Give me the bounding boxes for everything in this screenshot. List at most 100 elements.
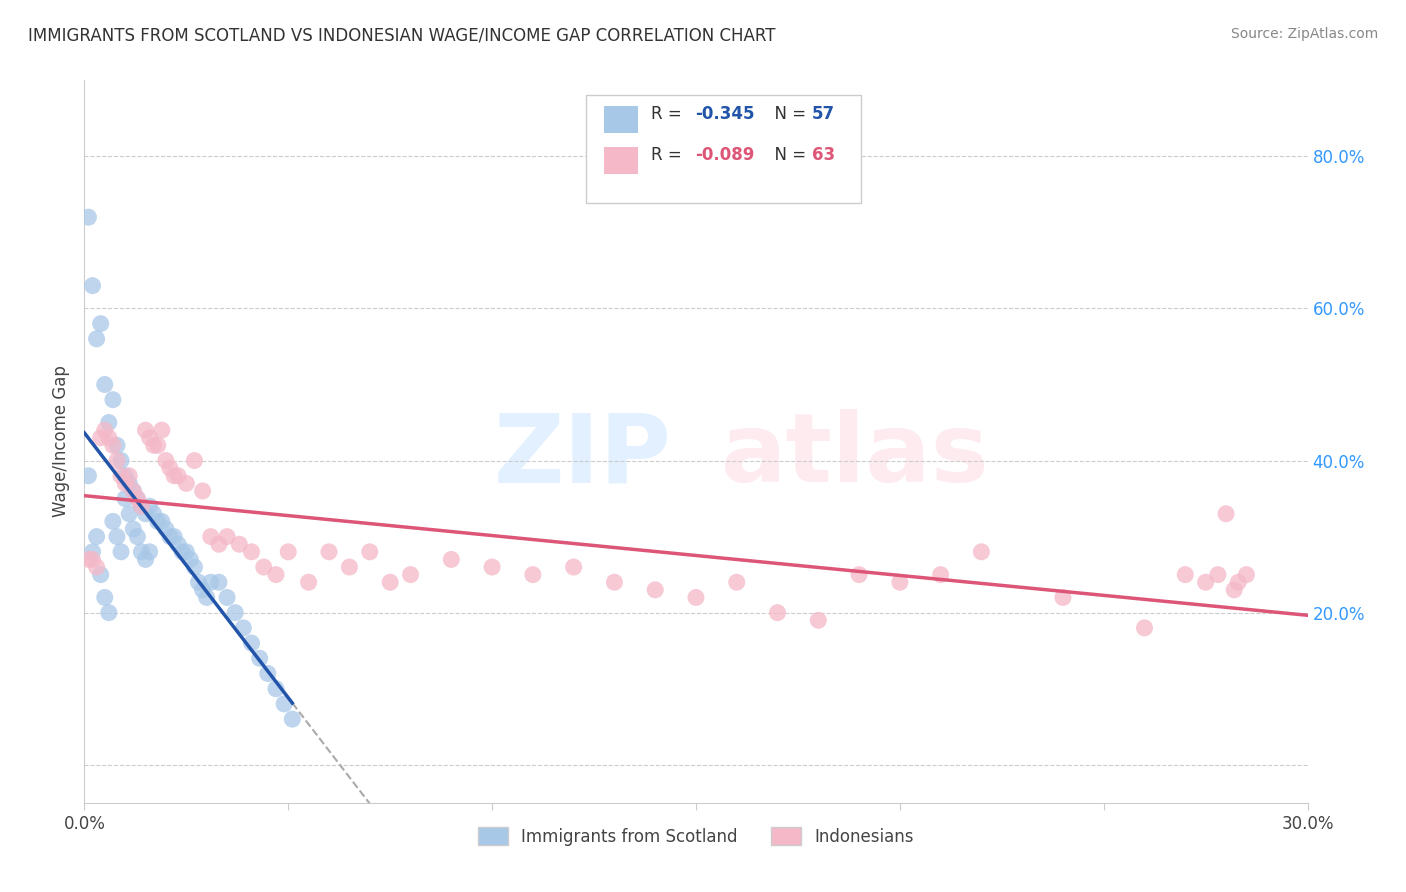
Point (101, 392, 124, 407)
Point (110, 545, 132, 559)
Y-axis label: Wage/Income Gap: Wage/Income Gap (52, 366, 70, 517)
Text: N =: N = (765, 105, 811, 123)
Point (114, 476, 136, 491)
Point (105, 438, 128, 452)
Point (77, 210, 100, 224)
Point (86, 560, 108, 574)
Point (142, 507, 165, 521)
Point (82, 552, 104, 566)
Point (264, 681, 287, 696)
Point (97, 416, 120, 430)
Text: -0.345: -0.345 (695, 105, 754, 123)
Point (339, 560, 361, 574)
Point (167, 537, 190, 551)
Point (163, 530, 186, 544)
FancyBboxPatch shape (605, 147, 638, 174)
Text: atlas: atlas (720, 409, 988, 502)
Point (101, 438, 124, 452)
Point (1227, 575, 1250, 590)
Point (253, 560, 276, 574)
Point (1195, 575, 1218, 590)
Point (257, 666, 280, 681)
Point (138, 545, 160, 559)
Point (298, 575, 321, 590)
Point (240, 636, 263, 650)
Point (179, 552, 201, 566)
Point (807, 613, 830, 627)
Point (217, 591, 239, 605)
Text: 63: 63 (813, 145, 835, 164)
Point (114, 468, 136, 483)
Point (122, 483, 145, 498)
Point (481, 560, 503, 574)
Point (127, 491, 149, 506)
Point (1133, 621, 1156, 635)
Point (725, 575, 748, 590)
Point (277, 545, 299, 559)
Point (264, 567, 287, 582)
Point (105, 530, 128, 544)
Point (208, 537, 231, 551)
Text: Source: ZipAtlas.com: Source: ZipAtlas.com (1230, 27, 1378, 41)
Point (249, 651, 271, 665)
Point (240, 545, 263, 559)
Point (603, 575, 626, 590)
Text: IMMIGRANTS FROM SCOTLAND VS INDONESIAN WAGE/INCOME GAP CORRELATION CHART: IMMIGRANTS FROM SCOTLAND VS INDONESIAN W… (28, 27, 776, 45)
Legend: Immigrants from Scotland, Indonesians: Immigrants from Scotland, Indonesians (471, 821, 921, 852)
Point (127, 491, 149, 506)
Point (522, 567, 544, 582)
Point (562, 560, 585, 574)
Point (138, 431, 160, 445)
Point (200, 530, 222, 544)
Text: 57: 57 (813, 105, 835, 123)
Point (1206, 567, 1229, 582)
Point (135, 507, 157, 521)
Text: N =: N = (765, 145, 811, 164)
Point (122, 522, 145, 536)
Point (191, 483, 214, 498)
Point (131, 499, 153, 513)
Point (1223, 582, 1246, 597)
Point (208, 575, 231, 590)
Point (273, 697, 295, 711)
Point (97, 431, 120, 445)
Point (167, 468, 190, 483)
FancyBboxPatch shape (605, 105, 638, 133)
Point (142, 438, 165, 452)
Point (1236, 567, 1258, 582)
Point (90, 317, 112, 331)
Point (86, 332, 108, 346)
Point (118, 468, 141, 483)
Point (77, 552, 100, 566)
Point (110, 468, 132, 483)
Point (399, 567, 422, 582)
Point (114, 491, 136, 506)
Point (929, 567, 952, 582)
Point (155, 522, 177, 536)
Point (232, 621, 254, 635)
Point (131, 545, 153, 559)
Point (93, 591, 115, 605)
Point (380, 575, 402, 590)
Point (105, 453, 128, 467)
Point (440, 552, 463, 566)
Point (187, 575, 209, 590)
Point (93, 423, 115, 437)
Point (172, 545, 194, 559)
FancyBboxPatch shape (586, 95, 860, 203)
Point (970, 545, 993, 559)
Point (118, 476, 141, 491)
Point (163, 468, 186, 483)
Point (1052, 591, 1074, 605)
Point (97, 606, 120, 620)
Point (848, 567, 870, 582)
Point (183, 560, 205, 574)
Point (90, 567, 112, 582)
Point (685, 591, 707, 605)
Point (150, 423, 173, 437)
Point (644, 582, 666, 597)
Point (110, 453, 132, 467)
Point (135, 423, 157, 437)
Point (159, 530, 181, 544)
Point (82, 545, 104, 559)
